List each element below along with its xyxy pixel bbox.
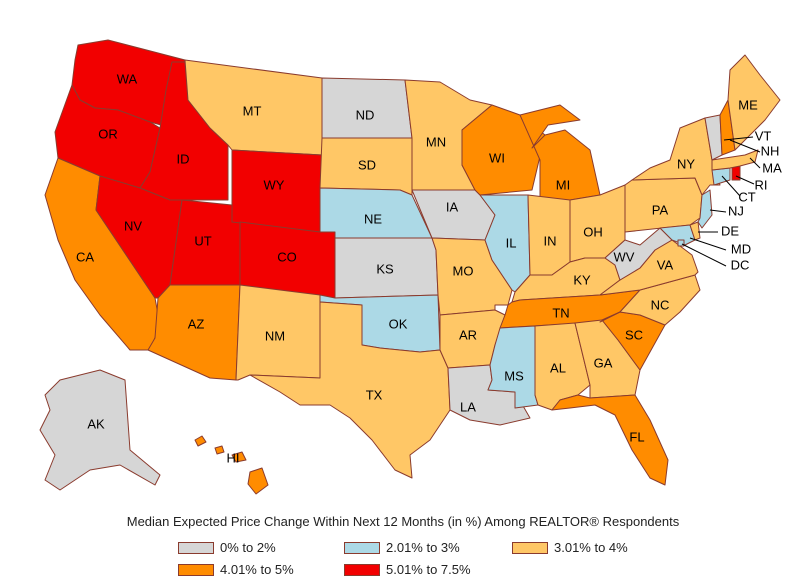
- label-CT: CT: [738, 189, 755, 204]
- legend-item-4: 5.01% to 7.5%: [344, 562, 471, 577]
- state-WV[interactable]: [604, 227, 673, 281]
- label-HI: HI: [227, 450, 240, 465]
- label-AL: AL: [550, 360, 566, 375]
- label-FL: FL: [629, 429, 644, 444]
- state-AK[interactable]: [39, 369, 161, 491]
- label-VT: VT: [755, 128, 772, 143]
- label-SC: SC: [625, 327, 643, 342]
- label-ND: ND: [356, 107, 375, 122]
- state-NJ[interactable]: [697, 189, 713, 229]
- state-FL[interactable]: [551, 394, 669, 486]
- label-AR: AR: [459, 327, 477, 342]
- label-UT: UT: [194, 233, 211, 248]
- label-RI: RI: [755, 177, 768, 192]
- label-TN: TN: [552, 305, 569, 320]
- label-SD: SD: [358, 157, 376, 172]
- label-LA: LA: [460, 399, 476, 414]
- label-MS: MS: [504, 368, 524, 383]
- label-MA: MA: [762, 160, 782, 175]
- legend-item-0: 0% to 2%: [178, 540, 276, 555]
- legend-swatch-2: [512, 541, 548, 554]
- label-DE: DE: [721, 223, 739, 238]
- label-OH: OH: [583, 224, 603, 239]
- label-ID: ID: [177, 151, 190, 166]
- label-NM: NM: [265, 328, 285, 343]
- label-WA: WA: [117, 71, 138, 86]
- state-MA[interactable]: [711, 149, 759, 171]
- legend-swatch-0: [178, 541, 214, 554]
- label-MT: MT: [243, 103, 262, 118]
- label-KY: KY: [573, 272, 591, 287]
- state-AZ[interactable]: [147, 284, 241, 381]
- legend-swatch-1: [344, 541, 380, 554]
- label-MD: MD: [731, 241, 751, 256]
- label-IL: IL: [506, 235, 517, 250]
- label-AK: AK: [87, 416, 105, 431]
- label-KS: KS: [376, 261, 394, 276]
- label-OR: OR: [98, 126, 118, 141]
- label-CO: CO: [277, 249, 297, 264]
- leader-lines: [681, 136, 761, 267]
- legend-item-2: 3.01% to 4%: [512, 540, 628, 555]
- label-NY: NY: [677, 156, 695, 171]
- label-MI: MI: [556, 177, 570, 192]
- label-IA: IA: [446, 199, 459, 214]
- label-NH: NH: [761, 143, 780, 158]
- label-OK: OK: [389, 316, 408, 331]
- label-WY: WY: [264, 177, 285, 192]
- state-RI[interactable]: [731, 165, 741, 181]
- state-NC[interactable]: [599, 274, 701, 326]
- legend-label-4: 5.01% to 7.5%: [386, 562, 471, 577]
- label-WI: WI: [489, 150, 505, 165]
- label-ME: ME: [738, 97, 758, 112]
- state-WI[interactable]: [461, 104, 546, 196]
- legend-swatch-4: [344, 563, 380, 576]
- state-MD[interactable]: [659, 224, 696, 246]
- label-CA: CA: [76, 249, 94, 264]
- label-GA: GA: [594, 355, 613, 370]
- legend-label-0: 0% to 2%: [220, 540, 276, 555]
- legend-label-1: 2.01% to 3%: [386, 540, 460, 555]
- label-NC: NC: [651, 297, 670, 312]
- label-PA: PA: [652, 202, 669, 217]
- legend-item-1: 2.01% to 3%: [344, 540, 460, 555]
- state-ME[interactable]: [727, 54, 781, 151]
- map-caption: Median Expected Price Change Within Next…: [126, 514, 680, 529]
- us-map: WA OR ID NV UT WY CO CA AZ MT NM ND SD N…: [39, 39, 782, 495]
- legend-swatch-3: [178, 563, 214, 576]
- label-NV: NV: [124, 218, 142, 233]
- label-WV: WV: [614, 249, 635, 264]
- legend-label-2: 3.01% to 4%: [554, 540, 628, 555]
- label-VA: VA: [657, 257, 674, 272]
- legend-label-3: 4.01% to 5%: [220, 562, 294, 577]
- label-IN: IN: [544, 233, 557, 248]
- label-DC: DC: [731, 257, 750, 272]
- state-HI[interactable]: [194, 435, 269, 495]
- label-NE: NE: [364, 211, 382, 226]
- label-NJ: NJ: [728, 203, 744, 218]
- label-TX: TX: [366, 387, 383, 402]
- label-MO: MO: [453, 263, 474, 278]
- state-DE[interactable]: [689, 221, 701, 241]
- state-labels: WA OR ID NV UT WY CO CA AZ MT NM ND SD N…: [76, 71, 782, 465]
- legend-item-3: 4.01% to 5%: [178, 562, 294, 577]
- label-AZ: AZ: [188, 316, 205, 331]
- label-MN: MN: [426, 134, 446, 149]
- state-TX[interactable]: [249, 301, 451, 479]
